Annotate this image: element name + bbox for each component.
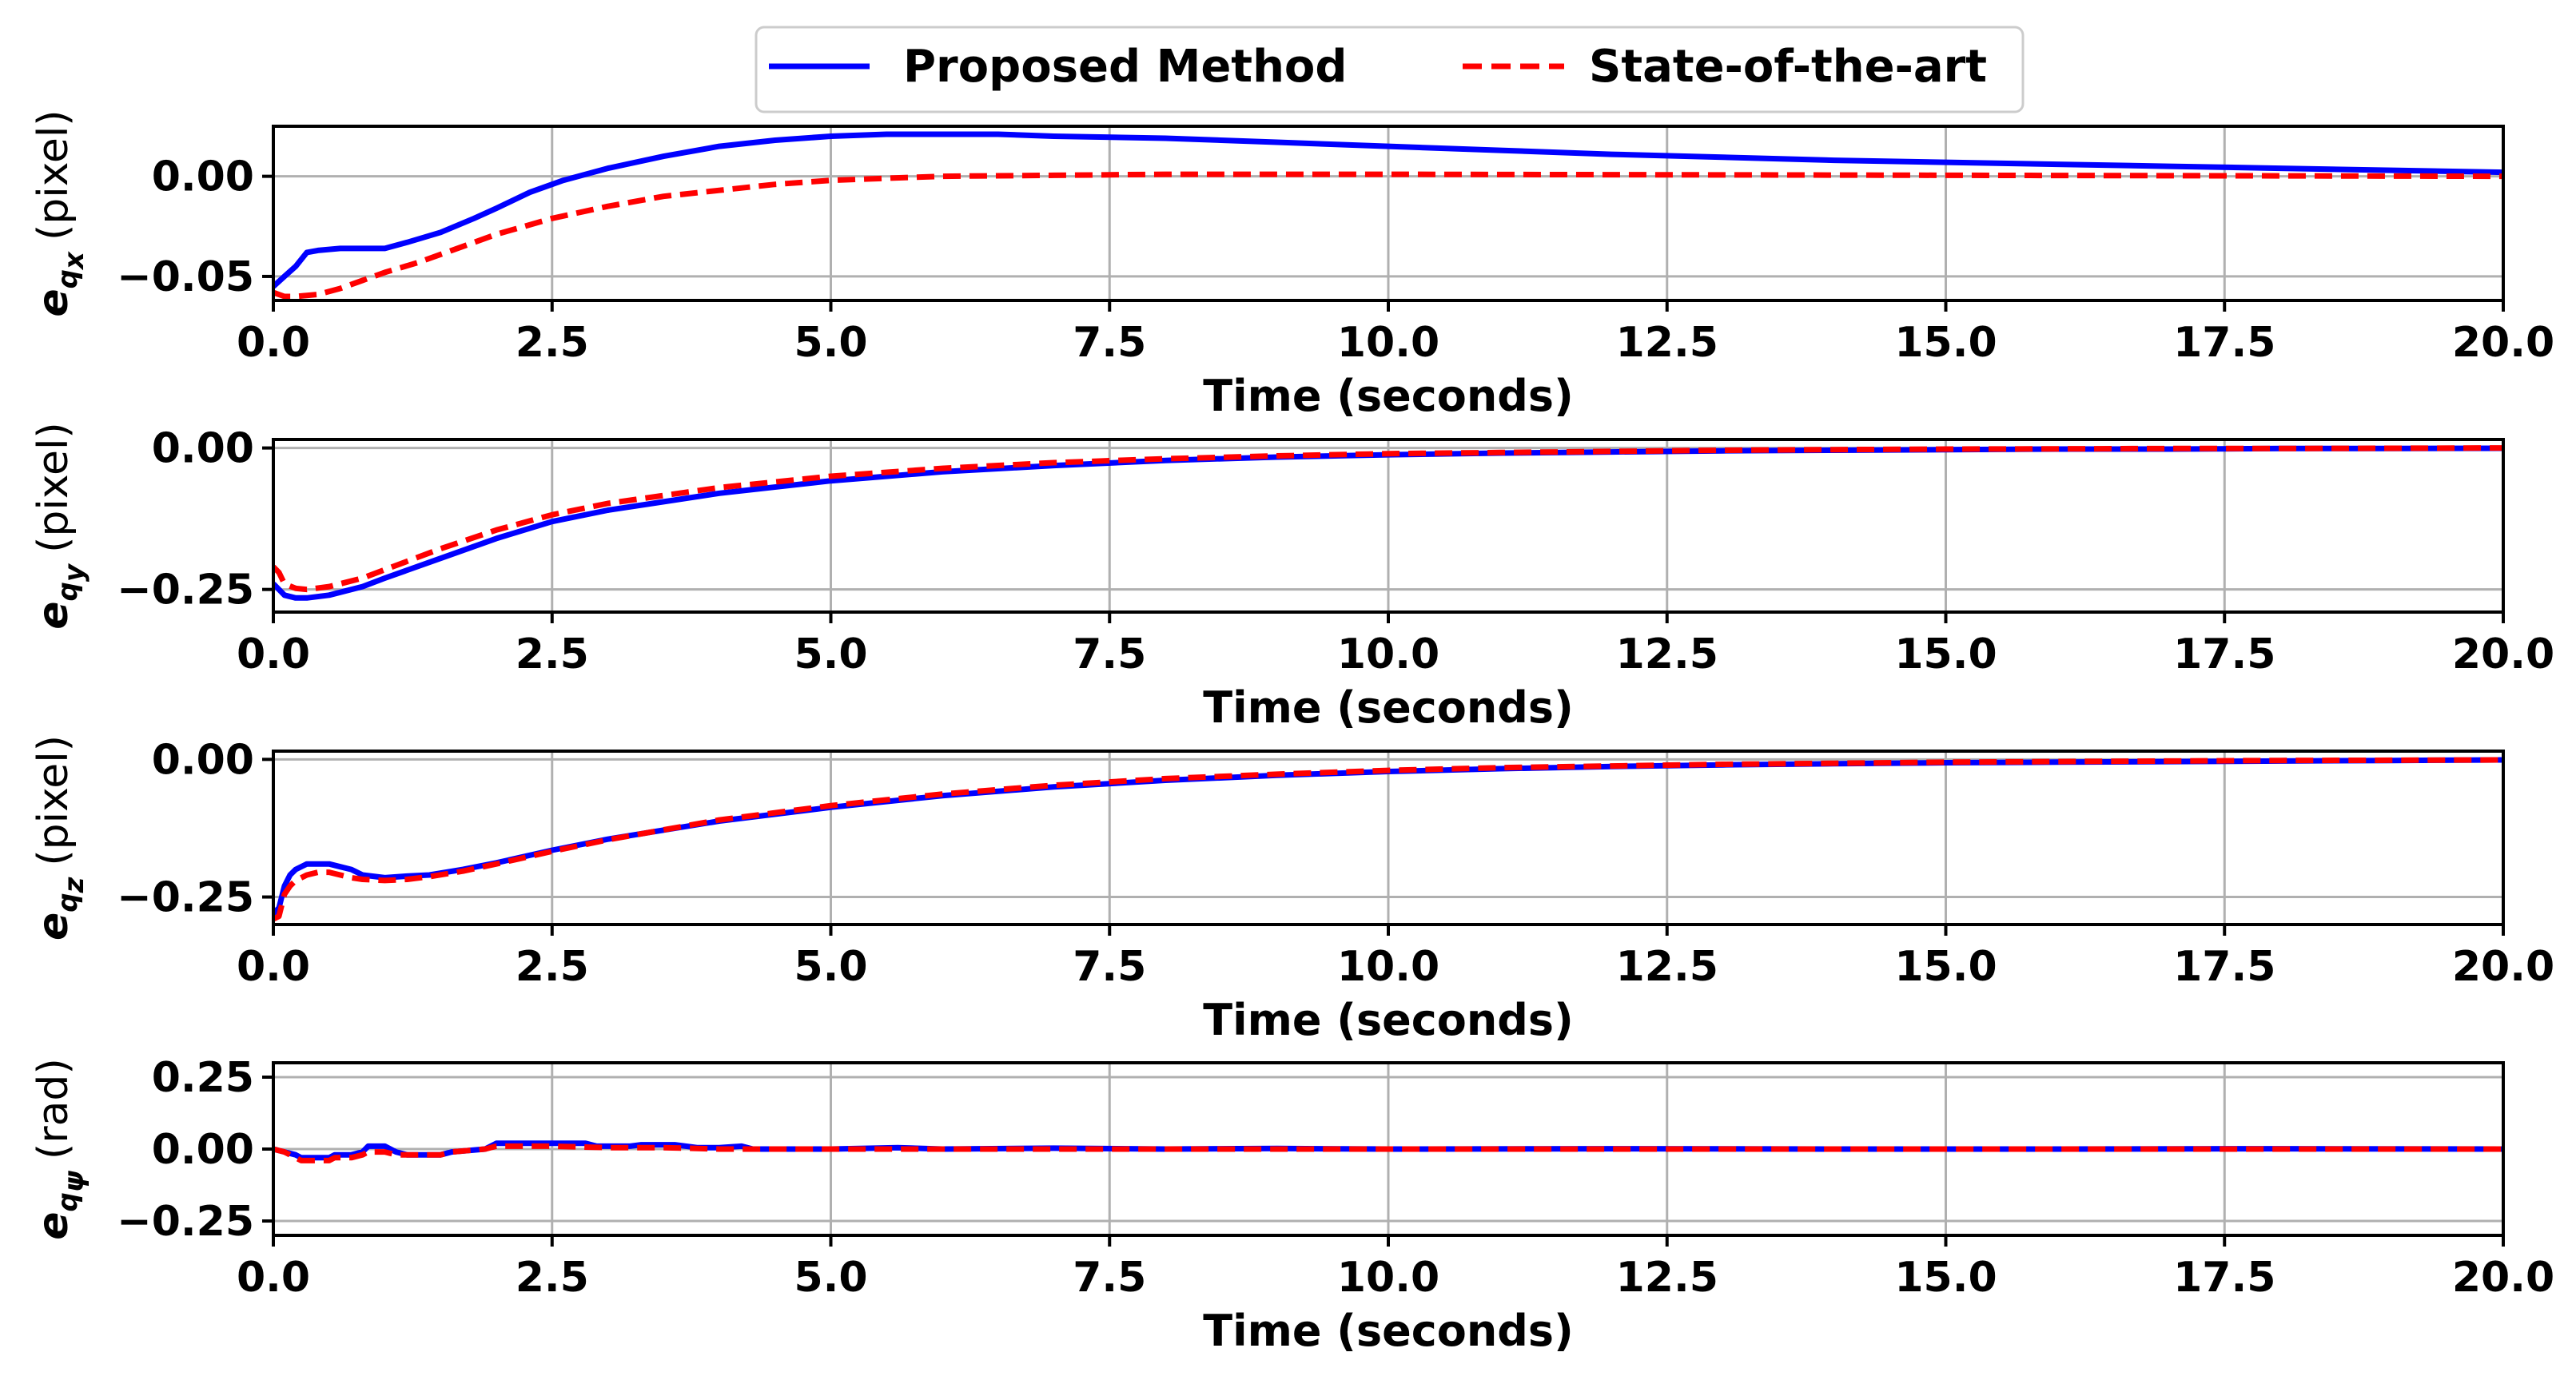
x-tick-label: 7.5	[1073, 630, 1146, 678]
x-tick-label: 10.0	[1337, 630, 1439, 678]
x-tick-label: 12.5	[1616, 630, 1718, 678]
y-axis-label-subscript: q	[52, 1192, 84, 1211]
series-line-proposed-method	[273, 445, 2503, 601]
x-tick-label: 12.5	[1616, 943, 1718, 991]
y-axis-label-symbol: e	[30, 1211, 78, 1239]
x-axis-label: Time (seconds)	[1203, 371, 1574, 421]
x-axis-label: Time (seconds)	[1203, 995, 1574, 1045]
panel-e-qy: 0.0 2.5 5.0 7.5 10.0 12.5 15.0 17.5 20.0 0.00 −0.2…	[30, 422, 2554, 733]
x-tick-label: 2.5	[516, 319, 589, 367]
y-axis-label-unit: (pixel)	[30, 422, 78, 553]
series-line-state-of-the-art	[273, 171, 2503, 300]
y-axis-label: eqy (pixel)	[30, 422, 90, 629]
x-tick-label: 15.0	[1894, 943, 1997, 991]
y-axis-label-symbol: e	[30, 288, 78, 316]
x-tick-label: 7.5	[1073, 943, 1146, 991]
panel-e-qz: 0.0 2.5 5.0 7.5 10.0 12.5 15.0 17.5 20.0 0.00 −0.2…	[30, 735, 2554, 1045]
x-tick-label: 20.0	[2452, 943, 2554, 991]
series-group	[273, 131, 2503, 300]
y-axis-label-subsubscript: ψ	[58, 1170, 90, 1192]
x-tick-label: 5.0	[794, 1254, 867, 1302]
series-line-state-of-the-art	[273, 1143, 2503, 1163]
y-axis-label-subsubscript: x	[58, 251, 90, 271]
y-axis-label-subsubscript: y	[58, 563, 90, 582]
x-tick-label: 2.5	[516, 943, 589, 991]
y-axis-label-symbol: e	[30, 601, 78, 629]
y-axis-label-symbol: e	[30, 913, 78, 941]
x-tick-label: 20.0	[2452, 319, 2554, 367]
y-axis-label: eqx (pixel)	[30, 109, 90, 316]
y-axis-label: eqψ (rad)	[30, 1058, 90, 1239]
x-tick-label: 5.0	[794, 319, 867, 367]
x-tick-label: 17.5	[2173, 630, 2275, 678]
x-tick-label: 12.5	[1616, 319, 1718, 367]
y-tick-label: −0.25	[117, 874, 254, 922]
y-tick-label: −0.05	[117, 253, 254, 301]
x-tick-label: 0.0	[237, 943, 310, 991]
legend: Proposed Method State-of-the-art	[754, 26, 2025, 113]
x-tick-label: 0.0	[237, 1254, 310, 1302]
series-line-state-of-the-art	[273, 757, 2503, 922]
x-tick-label: 15.0	[1894, 319, 1997, 367]
series-line-proposed-method	[273, 131, 2503, 289]
y-tick-label: 0.00	[152, 736, 254, 784]
x-tick-label: 5.0	[794, 943, 867, 991]
x-tick-label: 10.0	[1337, 943, 1439, 991]
y-axis-label-subscript: q	[52, 893, 84, 912]
panel-e-qpsi: 0.0 2.5 5.0 7.5 10.0 12.5 15.0 17.5 20.0 0.25 0.00…	[30, 1054, 2554, 1356]
x-tick-label: 10.0	[1337, 1254, 1439, 1302]
y-axis-label-unit: (pixel)	[30, 109, 78, 241]
series-group	[273, 1140, 2503, 1163]
y-axis-label: eqz (pixel)	[30, 735, 90, 941]
x-tick-label: 10.0	[1337, 319, 1439, 367]
y-tick-label: 0.00	[152, 1126, 254, 1174]
series-line-proposed-method	[273, 757, 2503, 916]
x-tick-label: 15.0	[1894, 630, 1997, 678]
y-axis-label-unit: (pixel)	[30, 735, 78, 866]
x-tick-label: 12.5	[1616, 1254, 1718, 1302]
y-axis-label-subscript: q	[52, 269, 84, 288]
x-tick-label: 20.0	[2452, 630, 2554, 678]
x-tick-label: 17.5	[2173, 319, 2275, 367]
legend-label-proposed: Proposed Method	[903, 41, 1348, 93]
x-tick-label: 17.5	[2173, 1254, 2275, 1302]
series-group	[273, 757, 2503, 922]
y-axis-label-subscript: q	[52, 582, 84, 601]
legend-label-state-of-the-art: State-of-the-art	[1589, 41, 1987, 93]
x-tick-label: 17.5	[2173, 943, 2275, 991]
series-group	[273, 445, 2503, 601]
y-tick-label: −0.25	[117, 1198, 254, 1246]
x-tick-label: 2.5	[516, 630, 589, 678]
x-tick-label: 7.5	[1073, 1254, 1146, 1302]
x-tick-label: 15.0	[1894, 1254, 1997, 1302]
x-tick-label: 5.0	[794, 630, 867, 678]
x-tick-label: 20.0	[2452, 1254, 2554, 1302]
x-axis-label: Time (seconds)	[1203, 1306, 1574, 1356]
x-tick-label: 2.5	[516, 1254, 589, 1302]
y-tick-label: 0.00	[152, 153, 254, 201]
x-tick-label: 7.5	[1073, 319, 1146, 367]
panel-e-qx: 0.0 2.5 5.0 7.5 10.0 12.5 15.0 17.5 20.0 0.00 −0.0…	[30, 109, 2554, 421]
x-axis-label: Time (seconds)	[1203, 682, 1574, 733]
y-axis-label-unit: (rad)	[30, 1058, 78, 1159]
y-tick-label: −0.25	[117, 567, 254, 614]
y-tick-label: 0.25	[152, 1054, 254, 1102]
legend-frame	[754, 26, 2025, 113]
x-tick-label: 0.0	[237, 630, 310, 678]
y-axis-label-subsubscript: z	[58, 877, 90, 893]
series-line-state-of-the-art	[273, 445, 2503, 593]
x-tick-label: 0.0	[237, 319, 310, 367]
y-tick-label: 0.00	[152, 425, 254, 473]
